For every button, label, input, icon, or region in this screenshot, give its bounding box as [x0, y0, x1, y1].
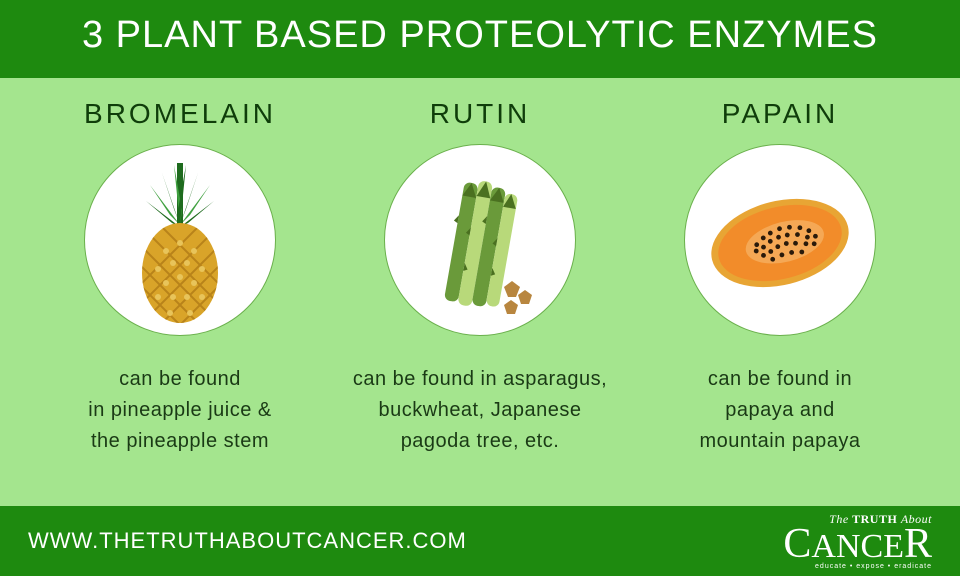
- header-text-bold: PROTEOLYTIC ENZYMES: [399, 14, 878, 56]
- column-description: can be found in pineapple juice & the pi…: [88, 364, 271, 457]
- asparagus-icon: [400, 155, 560, 325]
- column-description: can be found in asparagus, buckwheat, Ja…: [353, 364, 607, 457]
- logo-main-word: CANCER: [783, 523, 932, 565]
- enzyme-column-papain: PAPAIN: [630, 98, 930, 457]
- pineapple-icon: [100, 155, 260, 325]
- header-bar: 3 PLANT BASED PROTEOLYTIC ENZYMES: [0, 0, 960, 78]
- header-text-thin: PLANT BASED: [104, 14, 399, 56]
- column-title: RUTIN: [430, 98, 531, 130]
- footer-logo: The TRUTH About CANCER educate • expose …: [783, 513, 932, 570]
- header-number: 3: [82, 14, 104, 56]
- column-title: BROMELAIN: [84, 98, 276, 130]
- footer-bar: WWW.THETRUTHABOUTCANCER.COM The TRUTH Ab…: [0, 506, 960, 576]
- enzyme-column-bromelain: BROMELAIN: [30, 98, 330, 457]
- infographic-poster: 3 PLANT BASED PROTEOLYTIC ENZYMES BROMEL…: [0, 0, 960, 576]
- papaya-icon: [695, 165, 865, 315]
- main-content: BROMELAIN: [0, 78, 960, 506]
- icon-circle: [84, 144, 276, 336]
- column-description: can be found in papaya and mountain papa…: [700, 364, 861, 457]
- icon-circle: [684, 144, 876, 336]
- column-title: PAPAIN: [722, 98, 839, 130]
- icon-circle: [384, 144, 576, 336]
- footer-url: WWW.THETRUTHABOUTCANCER.COM: [28, 528, 467, 554]
- enzyme-column-rutin: RUTIN: [330, 98, 630, 457]
